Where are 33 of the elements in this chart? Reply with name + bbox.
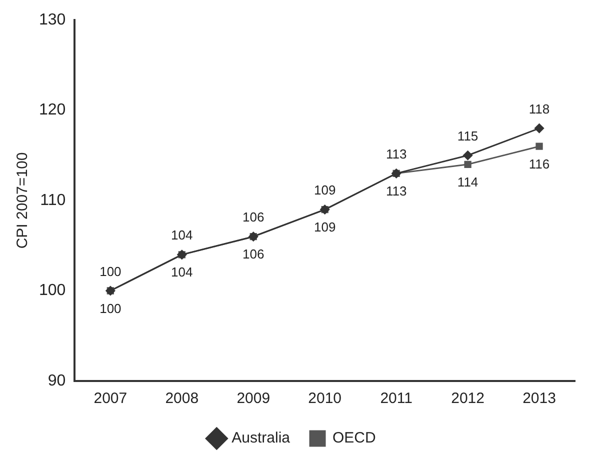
data-label: 100 [100,264,122,279]
data-label: 104 [171,264,193,280]
legend-label: Australia [232,430,291,447]
legend-label: OECD [332,430,376,447]
point [464,160,472,168]
point [536,142,543,150]
point [463,150,473,160]
data-label: 114 [457,174,478,190]
y-tick-label: 130 [38,11,66,28]
data-label: 113 [386,184,407,199]
y-tick-label: 90 [48,372,66,390]
data-label: 116 [528,156,550,172]
y-tick-label: 110 [40,192,66,209]
x-tick-label: 2007 [94,390,128,408]
point [534,124,544,134]
y-axis-title: CPI 2007=100 [14,152,32,249]
data-label: 118 [528,101,550,116]
data-label: 106 [242,210,264,225]
data-label: 109 [314,220,336,235]
data-label: 113 [386,146,407,162]
y-tick-label: 120 [38,102,66,119]
x-tick-label: 2013 [522,390,556,408]
x-tick-label: 2010 [308,390,342,408]
data-label: 104 [171,228,193,243]
x-tick-label: 2011 [380,390,412,408]
y-tick-label: 100 [38,282,66,300]
x-tick-label: 2012 [451,390,484,408]
x-tick-label: 2009 [236,390,270,408]
x-tick-label: 2008 [165,390,199,408]
data-label: 109 [314,182,336,198]
data-label: 115 [457,128,478,144]
data-label: 106 [242,246,264,262]
data-label: 100 [100,300,122,316]
